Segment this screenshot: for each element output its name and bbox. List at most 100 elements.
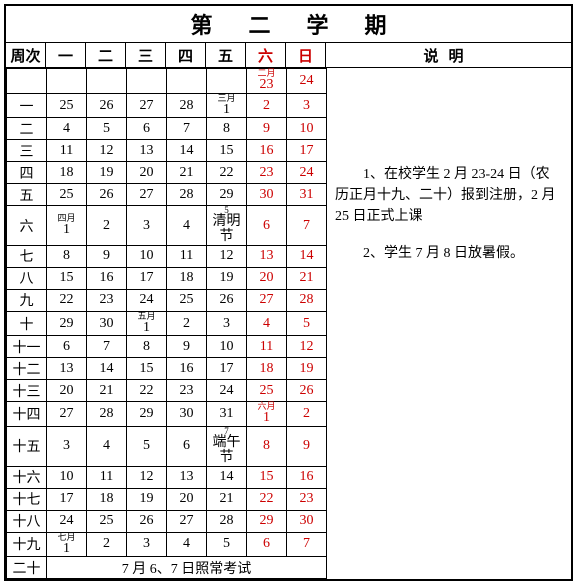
- day-cell: 30: [247, 184, 287, 206]
- day-cell: 25: [47, 184, 87, 206]
- day-cell: 4: [247, 311, 287, 336]
- day-cell: 8: [247, 427, 287, 466]
- week-label: 五: [7, 184, 47, 206]
- day-cell: 29: [47, 311, 87, 336]
- day-cell: 28: [167, 93, 207, 118]
- day-cell: 17: [127, 267, 167, 289]
- day-cell: 25: [247, 380, 287, 402]
- day-cell: 6: [167, 427, 207, 466]
- day-cell: 14: [207, 466, 247, 488]
- day-cell: 25: [167, 289, 207, 311]
- day-cell: 五月1: [127, 311, 167, 336]
- day-cell: 9: [287, 427, 327, 466]
- week-label: 十五: [7, 427, 47, 466]
- day-cell: 6: [247, 206, 287, 245]
- day-cell: 23: [87, 289, 127, 311]
- week-label: 十八: [7, 510, 47, 532]
- day-cell: 30: [87, 311, 127, 336]
- day-cell: 17: [47, 488, 87, 510]
- day-cell: 30: [167, 402, 207, 427]
- day-cell: 24: [207, 380, 247, 402]
- day-cell: 3: [207, 311, 247, 336]
- week-label: 十: [7, 311, 47, 336]
- day-cell: 二月23: [247, 69, 287, 94]
- day-cell: 19: [127, 488, 167, 510]
- day-cell: 16: [167, 358, 207, 380]
- day-cell: 13: [247, 245, 287, 267]
- day-cell: [167, 69, 207, 94]
- day-cell: 5: [87, 118, 127, 140]
- day-cell: 27: [167, 510, 207, 532]
- week-label: 十二: [7, 358, 47, 380]
- day-cell: 4: [167, 206, 207, 245]
- day-cell: [87, 69, 127, 94]
- day-cell: 6: [247, 532, 287, 557]
- day-cell: 28: [167, 184, 207, 206]
- day-cell: 26: [287, 380, 327, 402]
- day-cell: [207, 69, 247, 94]
- day-cell: 26: [127, 510, 167, 532]
- day-cell: 21: [167, 162, 207, 184]
- day-cell: 22: [47, 289, 87, 311]
- day-cell: 13: [127, 140, 167, 162]
- day-cell: 18: [247, 358, 287, 380]
- day-cell: 19: [207, 267, 247, 289]
- day-cell: 27: [47, 402, 87, 427]
- day-cell: 26: [87, 184, 127, 206]
- header-day-2: 三: [126, 43, 166, 68]
- day-cell: 4: [87, 427, 127, 466]
- day-cell: [47, 69, 87, 94]
- day-cell: 4: [167, 532, 207, 557]
- day-cell: 13: [167, 466, 207, 488]
- day-cell: 25: [87, 510, 127, 532]
- header-day-1: 二: [86, 43, 126, 68]
- day-cell: 23: [247, 162, 287, 184]
- day-cell: 5: [207, 532, 247, 557]
- day-cell: 26: [87, 93, 127, 118]
- day-cell: 29: [127, 402, 167, 427]
- day-cell: 17: [207, 358, 247, 380]
- day-cell: 8: [47, 245, 87, 267]
- day-cell: 5: [127, 427, 167, 466]
- day-cell: 7端午节: [207, 427, 247, 466]
- day-cell: 22: [247, 488, 287, 510]
- day-cell: 8: [207, 118, 247, 140]
- week-label: 十九: [7, 532, 47, 557]
- day-cell: 8: [127, 336, 167, 358]
- day-cell: 15: [127, 358, 167, 380]
- day-cell: 20: [247, 267, 287, 289]
- day-cell: 29: [207, 184, 247, 206]
- day-cell: 9: [87, 245, 127, 267]
- day-cell: 20: [47, 380, 87, 402]
- header-week: 周次: [6, 43, 46, 68]
- day-cell: 7: [287, 532, 327, 557]
- calendar-table: 二月2324一25262728三月123二45678910三1112131415…: [6, 68, 327, 579]
- day-cell: 22: [127, 380, 167, 402]
- day-cell: 16: [247, 140, 287, 162]
- day-cell: 7: [287, 206, 327, 245]
- day-cell: 16: [287, 466, 327, 488]
- day-cell: 30: [287, 510, 327, 532]
- day-cell: 12: [287, 336, 327, 358]
- day-cell: 18: [167, 267, 207, 289]
- day-cell: 10: [287, 118, 327, 140]
- day-cell: 三月1: [207, 93, 247, 118]
- day-cell: 七月1: [47, 532, 87, 557]
- week-label: 六: [7, 206, 47, 245]
- header-row: 周次 一 二 三 四 五 六 日 说明: [6, 43, 571, 68]
- header-day-0: 一: [46, 43, 86, 68]
- day-cell: 11: [247, 336, 287, 358]
- day-cell: 12: [127, 466, 167, 488]
- day-cell: 14: [167, 140, 207, 162]
- header-day-4: 五: [206, 43, 246, 68]
- day-cell: 5: [287, 311, 327, 336]
- day-cell: 3: [287, 93, 327, 118]
- week-label: 十一: [7, 336, 47, 358]
- day-cell: 6: [47, 336, 87, 358]
- day-cell: 11: [87, 466, 127, 488]
- note-1: 1、在校学生 2 月 23-24 日（农历正月十九、二十）报到注册，2 月 25…: [335, 164, 563, 227]
- day-cell: 15: [207, 140, 247, 162]
- day-cell: 23: [287, 488, 327, 510]
- day-cell: 24: [47, 510, 87, 532]
- day-cell: 2: [87, 206, 127, 245]
